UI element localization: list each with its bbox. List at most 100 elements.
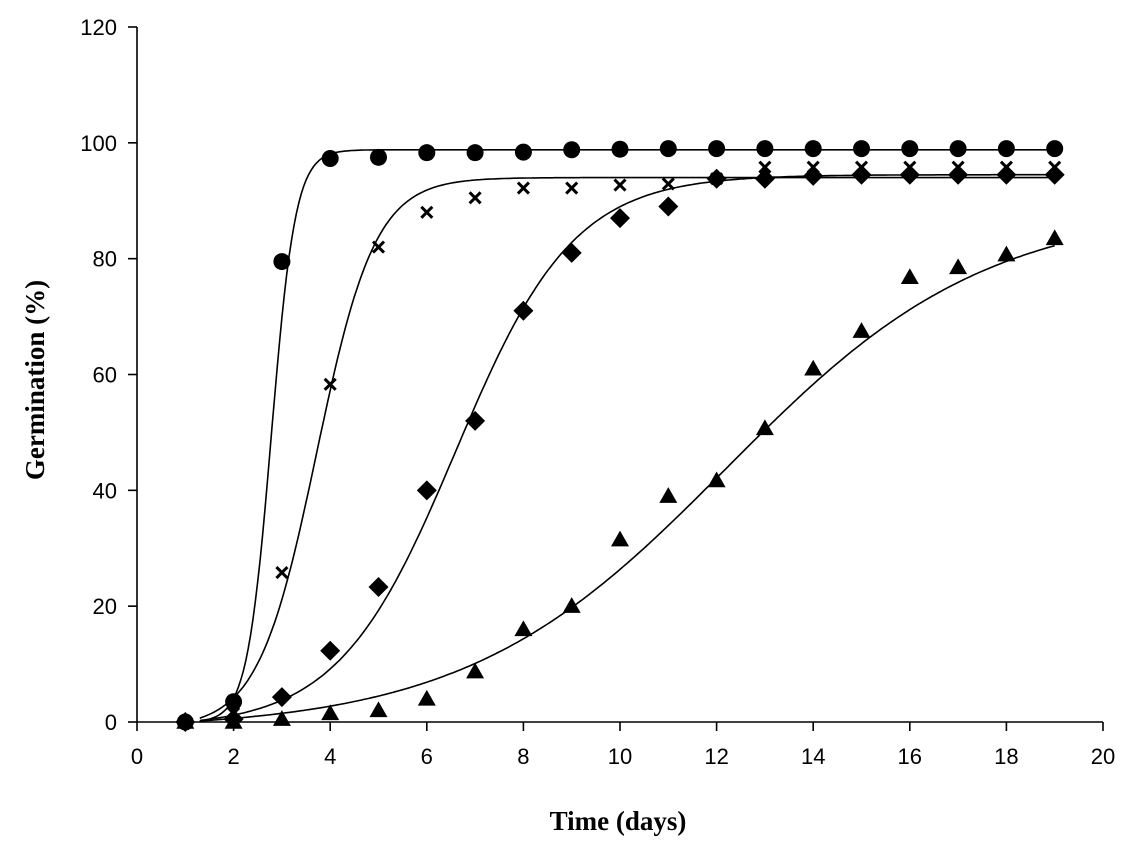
- x-tick-label: 10: [608, 744, 632, 769]
- plot-lines: [199, 149, 1055, 722]
- cross-marker: [420, 205, 434, 219]
- diamond-marker: [416, 480, 437, 501]
- triangle-marker: [224, 713, 243, 729]
- fit-line-diamond: [199, 173, 1055, 722]
- x-stroke: [323, 377, 337, 391]
- x-axis-title: Time (days): [550, 806, 687, 836]
- triangle-marker: [321, 704, 340, 721]
- y-tick-label: 80: [93, 247, 117, 272]
- diamond-marker: [368, 577, 389, 598]
- circle-marker: [853, 140, 870, 158]
- x-stroke: [468, 191, 482, 205]
- fit-line-circle: [199, 149, 1055, 722]
- y-tick-label: 60: [93, 363, 117, 388]
- x-tick-label: 6: [421, 744, 433, 769]
- diamond-marker: [803, 165, 824, 186]
- y-tick-label: 40: [93, 478, 117, 503]
- diamond-marker: [706, 168, 727, 189]
- circle-marker: [804, 140, 822, 158]
- circle-marker: [997, 140, 1015, 158]
- circle-marker: [1046, 140, 1064, 158]
- circle-marker: [225, 693, 243, 711]
- x-stroke: [565, 181, 579, 195]
- triangle-marker: [176, 713, 195, 729]
- triangle-marker: [659, 487, 678, 503]
- x-tick-label: 0: [131, 744, 143, 769]
- y-tick-label: 0: [105, 710, 117, 735]
- circle-marker: [514, 143, 532, 161]
- circle-marker: [949, 140, 967, 158]
- circle-marker: [756, 140, 774, 158]
- x-tick-label: 8: [517, 744, 529, 769]
- circle-marker: [273, 253, 291, 271]
- triangle-marker: [852, 322, 871, 338]
- diamond-marker: [658, 196, 679, 217]
- diamond-marker: [851, 164, 872, 185]
- circle-marker: [901, 140, 919, 158]
- diamond-marker: [513, 300, 534, 321]
- circle-marker: [708, 140, 726, 158]
- fit-line-cross: [199, 176, 1055, 719]
- triangle-marker: [369, 701, 388, 718]
- circle-marker: [563, 141, 581, 159]
- triangle-marker: [707, 471, 726, 488]
- diamond-marker: [320, 640, 341, 661]
- circle-marker: [611, 140, 629, 158]
- x-stroke: [516, 181, 530, 195]
- circle-marker: [321, 149, 339, 167]
- triangle-marker: [514, 620, 533, 637]
- diamond-marker: [899, 164, 920, 185]
- x-stroke: [661, 177, 675, 191]
- cross-marker: [468, 191, 482, 205]
- triangle-marker: [997, 245, 1016, 262]
- y-tick-label: 100: [80, 131, 117, 156]
- diamond-marker: [271, 687, 292, 708]
- x-stroke: [613, 178, 627, 192]
- x-stroke: [758, 160, 772, 174]
- triangle-marker: [804, 359, 823, 376]
- plot-markers: [175, 140, 1065, 732]
- diamond-marker: [948, 164, 969, 185]
- circle-marker: [466, 144, 484, 162]
- cross-marker: [275, 566, 289, 580]
- diamond-marker: [610, 208, 630, 229]
- axes: 0 2 4 6 8 10 12 14 16 18 20 0 20 40 60 80 100 120: [80, 15, 1115, 769]
- circle-marker: [659, 140, 677, 158]
- triangle-marker: [417, 689, 436, 706]
- triangle-marker: [466, 662, 485, 679]
- y-tick-label: 20: [93, 594, 117, 619]
- cross-marker: [613, 178, 627, 192]
- fit-line-triangle: [199, 244, 1055, 722]
- cross-marker: [371, 240, 386, 254]
- triangle-marker: [900, 268, 919, 284]
- x-stroke: [275, 566, 289, 580]
- diamond-marker: [1044, 164, 1065, 185]
- cross-marker: [758, 160, 772, 174]
- cross-marker: [323, 377, 337, 391]
- cross-marker: [516, 181, 530, 195]
- diamond-marker: [754, 168, 775, 189]
- x-tick-label: 18: [994, 744, 1018, 769]
- circle-marker: [370, 148, 387, 166]
- triangle-marker: [949, 258, 968, 275]
- triangle-marker: [611, 530, 629, 547]
- cross-marker: [565, 181, 579, 195]
- diamond-marker: [561, 242, 582, 263]
- triangle-marker: [562, 597, 581, 613]
- diamond-marker: [996, 164, 1017, 185]
- cross-marker: [661, 177, 675, 191]
- triangle-marker: [755, 419, 774, 436]
- triangle-marker: [1045, 229, 1064, 246]
- x-tick-label: 2: [227, 744, 239, 769]
- y-axis-title: Germination (%): [20, 280, 50, 480]
- circle-marker: [418, 144, 436, 162]
- x-tick-label: 4: [324, 744, 336, 769]
- x-tick-label: 12: [704, 744, 728, 769]
- x-tick-label: 14: [801, 744, 825, 769]
- x-stroke: [420, 205, 434, 219]
- x-tick-label: 16: [898, 744, 922, 769]
- x-tick-label: 20: [1091, 744, 1115, 769]
- y-tick-label: 120: [80, 15, 117, 40]
- diamond-marker: [465, 410, 486, 431]
